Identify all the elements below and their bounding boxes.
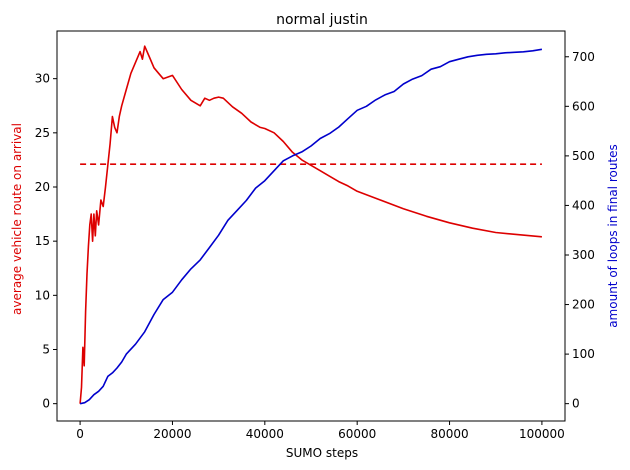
x-tick-label: 20000 <box>153 427 191 441</box>
y-axis-label-right: amount of loops in final routes <box>606 144 620 328</box>
y-left-tick-label: 15 <box>35 234 50 248</box>
y-right-tick-label: 300 <box>572 248 595 262</box>
plot-frame <box>56 30 566 422</box>
x-tick-label: 100000 <box>519 427 565 441</box>
y-right-tick-label: 600 <box>572 99 595 113</box>
y-left-tick-label: 30 <box>35 72 50 86</box>
y-left-tick-label: 25 <box>35 126 50 140</box>
x-axis-label: SUMO steps <box>286 446 358 460</box>
y-right-tick-label: 0 <box>572 397 580 411</box>
x-tick-label: 0 <box>76 427 84 441</box>
x-tick-label: 80000 <box>430 427 468 441</box>
series-line-3-right-solid <box>79 48 543 405</box>
y-right-tick-label: 500 <box>572 149 595 163</box>
y-left-tick-label: 20 <box>35 180 50 194</box>
x-tick-label: 40000 <box>246 427 284 441</box>
series-line-1-left-solid <box>79 45 542 404</box>
axes <box>56 30 566 422</box>
y-right-tick-label: 100 <box>572 347 595 361</box>
plot-series <box>79 45 543 405</box>
y-right-tick-label: 400 <box>572 198 595 212</box>
y-axis-label-left: average vehicle route on arrival <box>10 123 24 315</box>
y-left-tick-label: 0 <box>42 397 50 411</box>
y-left-tick-label: 5 <box>42 343 50 357</box>
tick-labels: 0 20000 40000 60000 80000 1000000510152025300… <box>35 50 595 441</box>
y-right-tick-label: 700 <box>572 50 595 64</box>
tick-marks <box>53 56 569 425</box>
y-left-tick-label: 10 <box>35 288 50 302</box>
x-tick-label: 60000 <box>338 427 376 441</box>
chart-title: normal justin <box>276 12 368 28</box>
y-right-tick-label: 200 <box>572 298 595 312</box>
